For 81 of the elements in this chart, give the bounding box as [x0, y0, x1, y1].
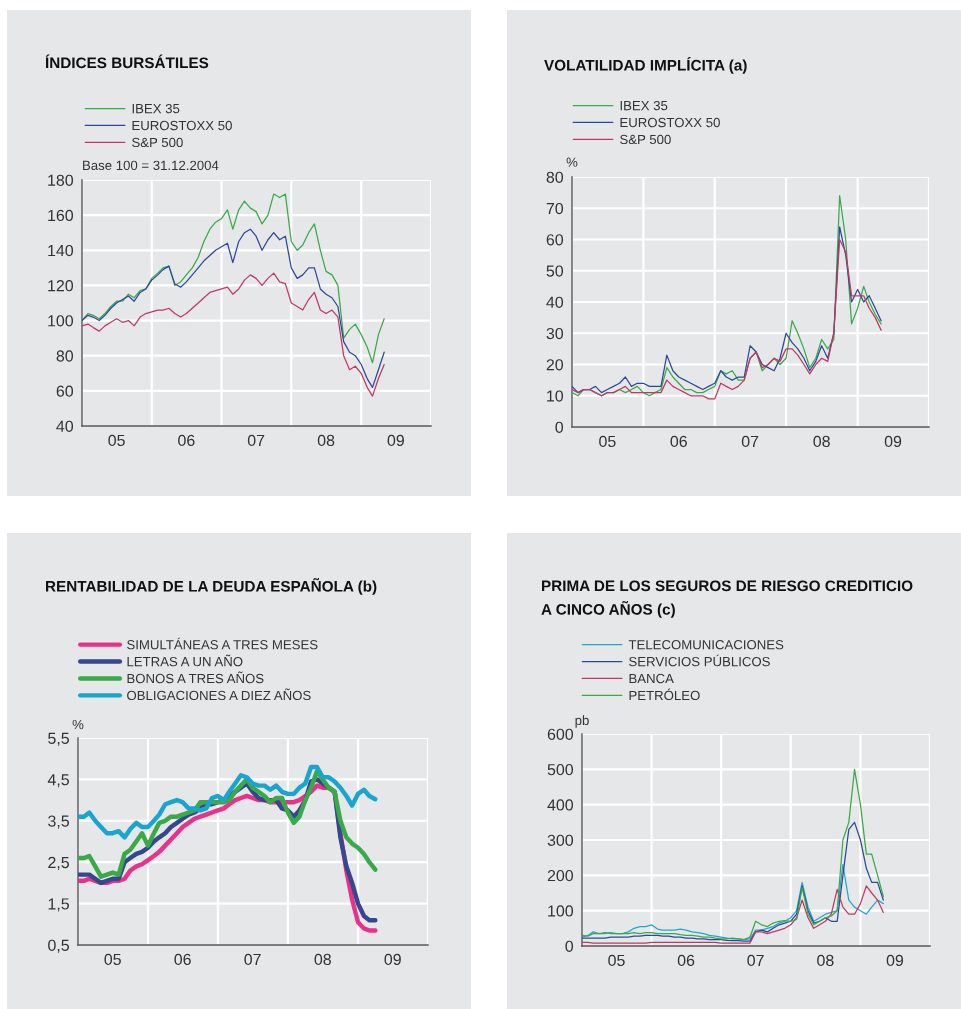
legend-label: EUROSTOXX 50 [620, 117, 720, 128]
x-tick-label: 06 [670, 435, 687, 448]
y-tick-label: 100 [48, 315, 74, 327]
chart-title: VOLATILIDAD IMPLÍCITA (a) [544, 57, 747, 74]
y-tick-label: 60 [546, 234, 564, 246]
chart-title: PRIMA DE LOS SEGUROS DE RIESGO CREDITICIO A CINCO AÑOS (c) [541, 580, 913, 618]
line-series [78, 768, 378, 879]
y-tick-label: 3,5 [48, 815, 69, 829]
x-tick-label: 08 [317, 434, 335, 447]
x-tick-label: 08 [817, 954, 834, 967]
line-series [78, 764, 378, 840]
y-axis-title: % [72, 719, 84, 730]
legend-label: SERVICIOS PÚBLICOS [629, 654, 770, 667]
y-tick-label: 30 [546, 327, 564, 340]
legend-label: TELECOMUNICACIONES [628, 640, 784, 650]
legend-label: IBEX 35 [620, 100, 668, 111]
legend-label: LETRAS A UN AÑO [127, 654, 243, 667]
line-series [582, 821, 884, 942]
legend-label: S&P 500 [620, 134, 671, 145]
chart-title: RENTABILIDAD DE LA DEUDA ESPAÑOLA (b) [46, 578, 377, 595]
y-tick-label: 400 [547, 799, 574, 811]
y-tick-label: 40 [56, 420, 74, 432]
x-tick-label: 08 [813, 435, 830, 448]
y-tick-label: 300 [547, 834, 574, 846]
x-tick-label: 07 [741, 435, 759, 448]
line-series [82, 193, 385, 364]
line-series [582, 885, 884, 944]
x-tick-label: 07 [747, 954, 764, 967]
y-tick-label: 80 [546, 171, 564, 183]
x-tick-label: 05 [608, 954, 625, 967]
x-tick-label: 05 [108, 434, 125, 447]
y-tick-label: 160 [48, 209, 74, 222]
x-tick-label: 05 [104, 953, 121, 966]
y-tick-label: 5,5 [48, 732, 69, 746]
y-axis-title: pb [575, 715, 589, 728]
y-tick-label: 60 [56, 385, 74, 397]
y-tick-label: 500 [547, 763, 574, 776]
y-tick-label: 1,5 [48, 898, 69, 912]
x-tick-label: 05 [599, 435, 616, 448]
y-tick-label: 0 [565, 940, 574, 952]
y-tick-label: 600 [547, 728, 574, 740]
x-tick-label: 06 [174, 953, 191, 966]
y-axis-title: % [566, 157, 578, 167]
legend-label: S&P 500 [132, 137, 183, 148]
legend-label: SIMULTÁNEAS A TRES MESES [127, 637, 318, 650]
y-tick-label: 70 [546, 202, 564, 215]
x-tick-label: 09 [384, 953, 401, 966]
x-tick-label: 06 [677, 954, 695, 967]
line-series [82, 272, 385, 397]
legend-label: IBEX 35 [132, 103, 180, 114]
y-tick-label: 120 [48, 280, 74, 292]
y-tick-label: 50 [546, 265, 564, 277]
x-tick-label: 09 [884, 435, 902, 448]
legend-label: PETRÓLEO [629, 688, 700, 701]
y-axis-title: Base 100 = 31.12.2004 [83, 160, 219, 171]
y-tick-label: 200 [547, 869, 574, 882]
y-tick-label: 2,5 [48, 856, 69, 871]
x-tick-label: 07 [247, 434, 265, 447]
legend-label: BANCA [629, 673, 674, 684]
x-tick-label: 09 [387, 434, 404, 447]
y-tick-label: 40 [546, 296, 564, 308]
y-tick-label: 20 [546, 359, 564, 371]
x-tick-label: 07 [244, 953, 261, 966]
legend-label: BONOS A TRES AÑOS [127, 671, 264, 684]
y-tick-label: 100 [548, 905, 574, 917]
line-series [582, 768, 884, 941]
y-tick-label: 0 [555, 421, 564, 433]
chart-title: ÍNDICES BURSÁTILES [45, 54, 209, 69]
y-tick-label: 4,5 [47, 774, 69, 788]
line-series [582, 864, 884, 941]
x-tick-label: 06 [178, 434, 195, 447]
y-tick-label: 0,5 [48, 939, 69, 953]
legend-label: EUROSTOXX 50 [132, 120, 232, 131]
x-tick-label: 09 [886, 954, 904, 967]
x-tick-label: 08 [314, 953, 331, 966]
y-tick-label: 10 [547, 390, 564, 402]
y-tick-label: 80 [56, 350, 74, 362]
y-tick-label: 140 [48, 244, 74, 257]
legend-label: OBLIGACIONES A DIEZ AÑOS [127, 688, 311, 701]
y-tick-label: 180 [48, 174, 74, 186]
line-series [82, 228, 385, 388]
